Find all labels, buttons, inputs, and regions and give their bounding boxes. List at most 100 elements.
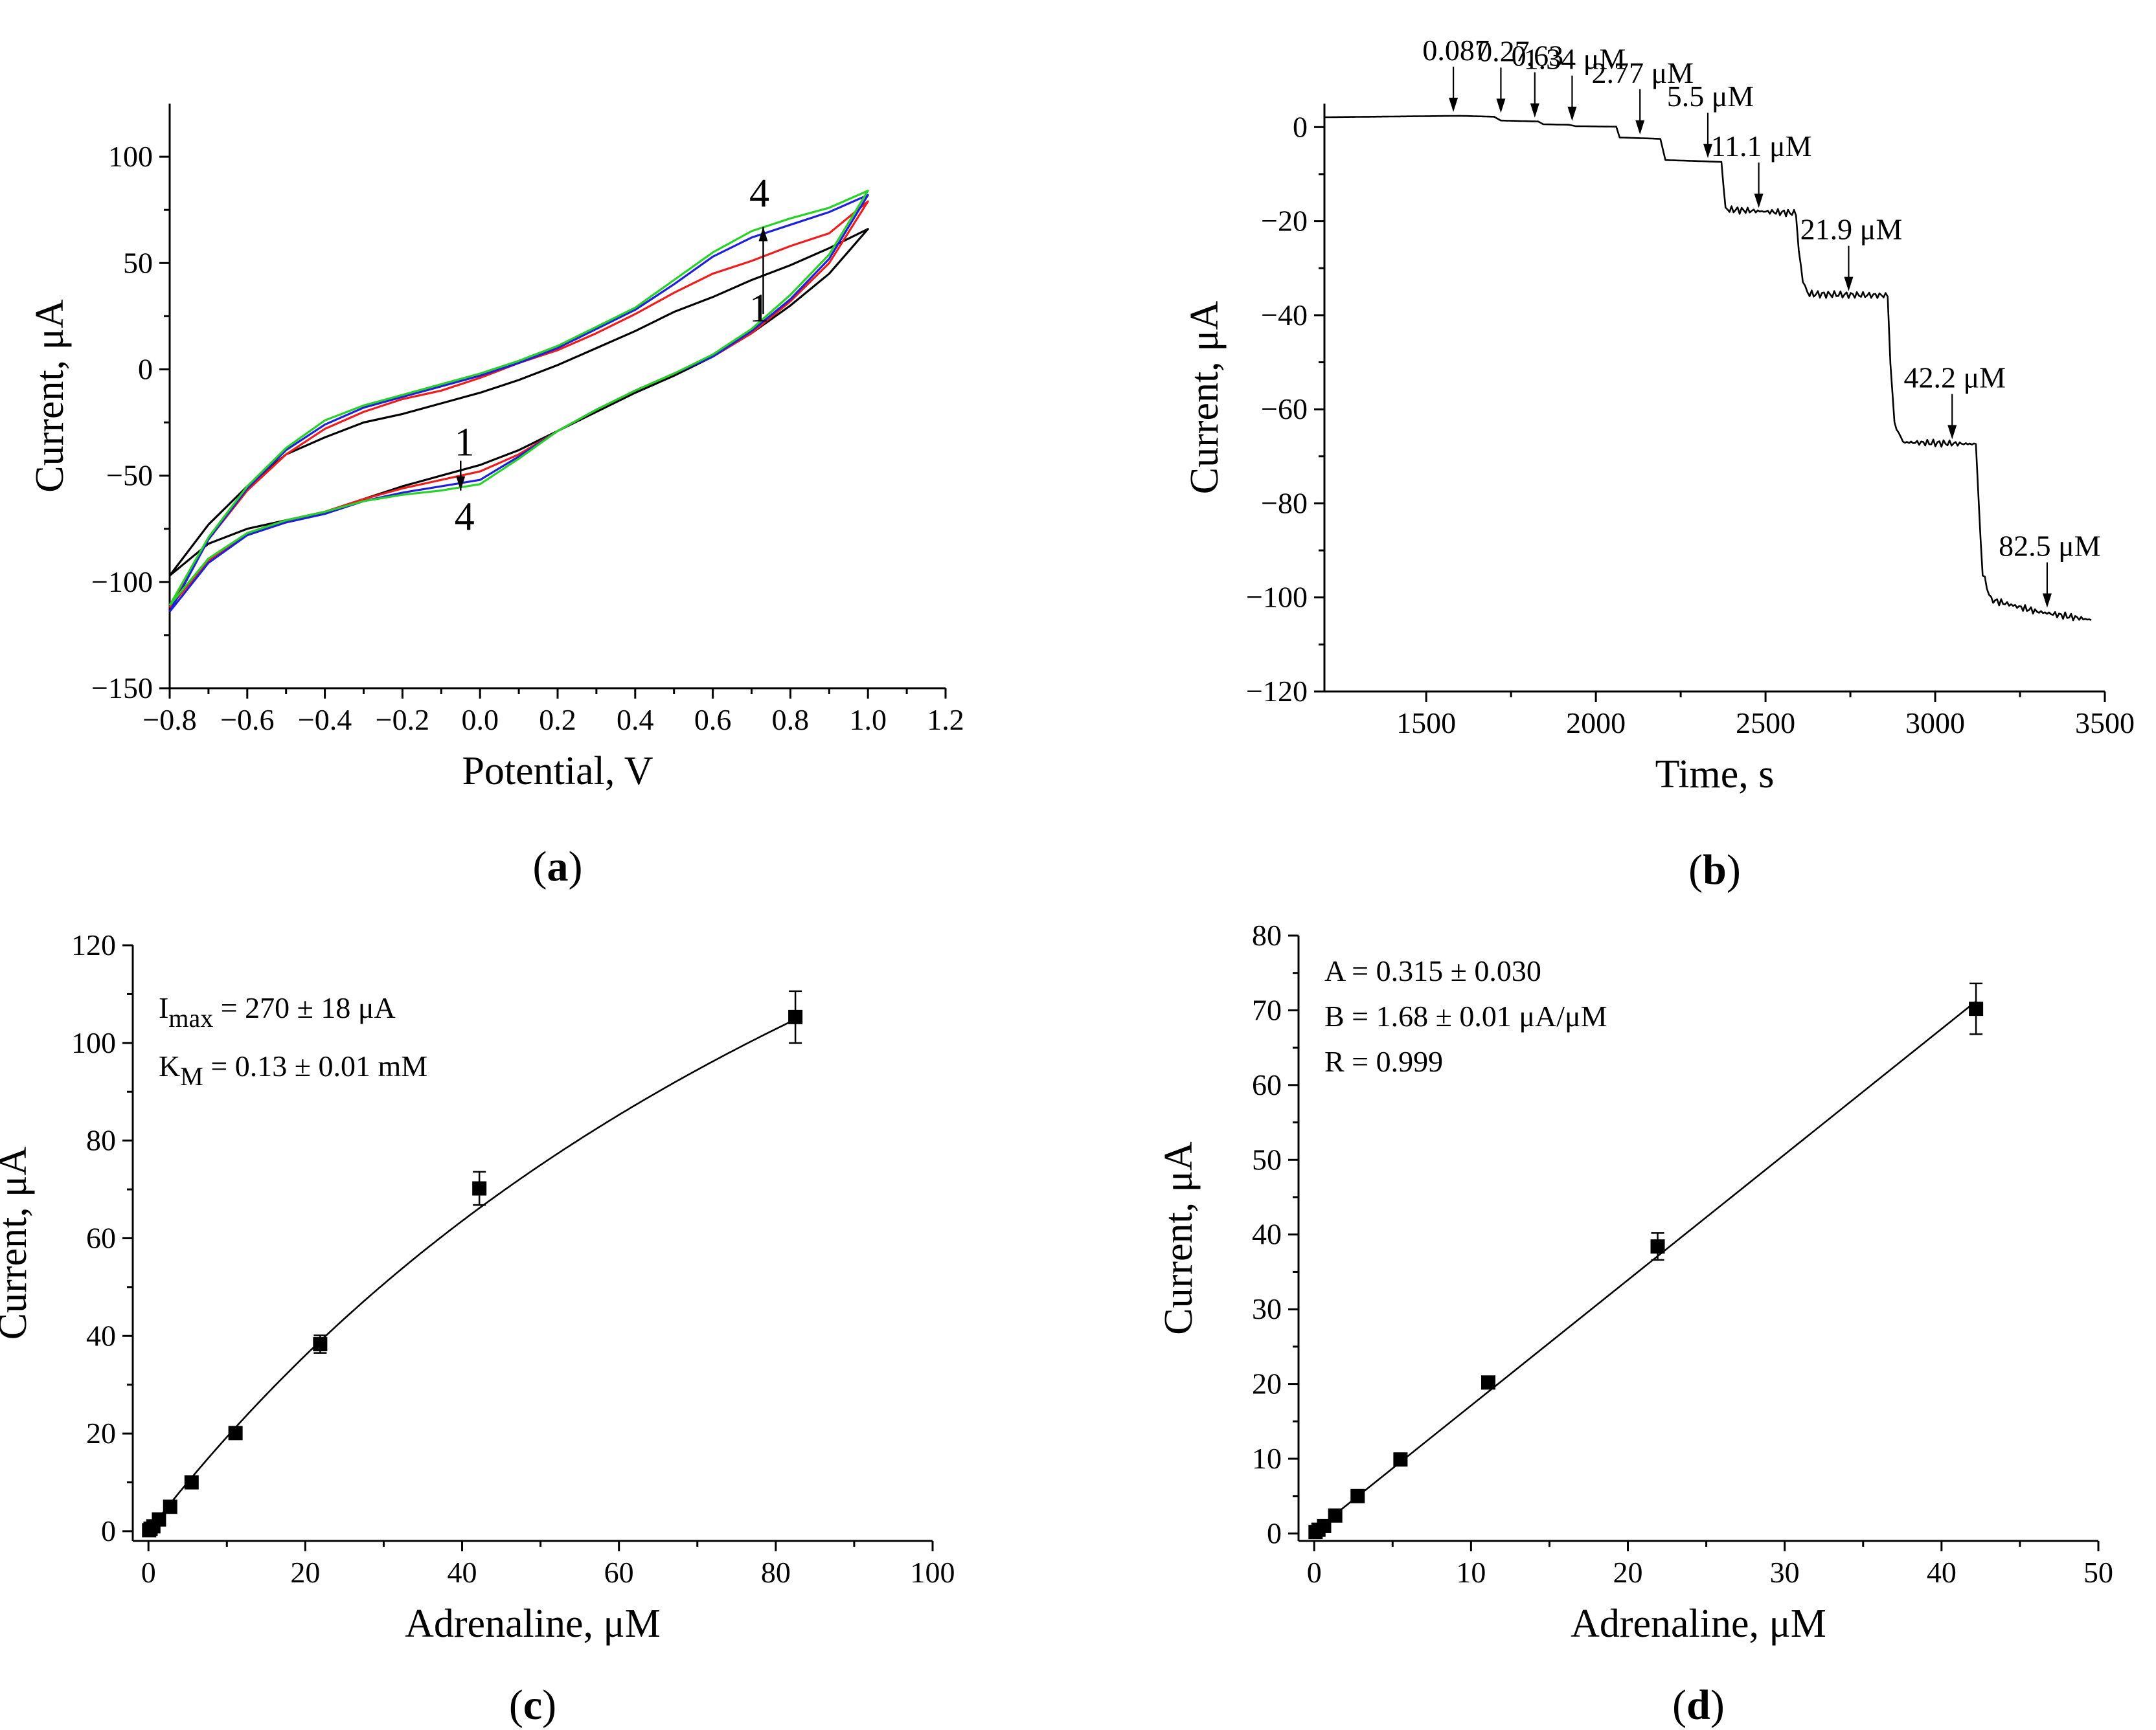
- fit-b-annotation: B = 1.68 ± 0.01 μA/μM: [1324, 1000, 1607, 1033]
- y-axis-title: Current, μA: [1183, 301, 1227, 495]
- y-tick-label: 120: [71, 928, 116, 961]
- panel-label-open: (: [1672, 1681, 1686, 1729]
- x-tick-label: 40: [1927, 1556, 1957, 1589]
- cv-arrow-head: [456, 476, 466, 491]
- data-point: [1969, 1002, 1984, 1017]
- y-tick-label: 30: [1252, 1292, 1282, 1325]
- y-tick-label: −120: [1246, 675, 1308, 708]
- panel-label-letter: a: [547, 843, 569, 890]
- data-point: [1317, 1518, 1332, 1533]
- x-tick-label: 0.8: [772, 703, 810, 736]
- addition-concentration-label: 1.34 μM: [1524, 43, 1626, 76]
- addition-concentration-label: 82.5 μM: [1999, 530, 2101, 563]
- cv-curve-number-label: 1: [749, 287, 769, 331]
- fit-r-annotation: R = 0.999: [1324, 1045, 1443, 1078]
- y-tick-label: 50: [123, 246, 153, 279]
- data-point: [1350, 1488, 1365, 1503]
- y-tick-label: 100: [108, 140, 153, 173]
- y-tick-label: −150: [91, 671, 153, 704]
- y-tick-label: 70: [1252, 993, 1282, 1026]
- x-tick-label: 0.6: [694, 703, 732, 736]
- y-tick-label: 0: [138, 352, 153, 385]
- y-tick-label: −80: [1261, 486, 1308, 519]
- y-tick-label: −100: [1246, 581, 1308, 614]
- panel-label-close: ): [1710, 1681, 1725, 1729]
- addition-arrow-head: [1449, 97, 1458, 112]
- addition-concentration-label: 5.5 μM: [1667, 80, 1754, 113]
- data-point: [228, 1426, 243, 1441]
- y-tick-label: 20: [1252, 1367, 1282, 1400]
- x-tick-label: 0: [1307, 1556, 1322, 1589]
- cv-arrow-head: [758, 227, 768, 242]
- data-point: [472, 1181, 487, 1196]
- y-tick-label: 0: [101, 1514, 116, 1547]
- addition-arrow-head: [1496, 98, 1506, 113]
- current-trace: [1324, 115, 2092, 622]
- panel-label: (b): [1688, 846, 1741, 893]
- y-tick-label: 50: [1252, 1143, 1282, 1176]
- cv-curve-number-label: 4: [749, 172, 769, 216]
- x-tick-label: 1500: [1396, 706, 1456, 739]
- km-symbol: K: [159, 1050, 180, 1083]
- panel-d-linear-calibration: 0 10 20 30 40 50 0 10 20 30 40 50 60 70 80 Adrenaline, …: [1157, 919, 2113, 1729]
- addition-arrow-head: [1530, 103, 1539, 118]
- data-point: [1481, 1375, 1496, 1390]
- addition-concentration-label: 0.087: [1422, 34, 1490, 67]
- data-point: [313, 1337, 328, 1352]
- data-point: [1650, 1239, 1665, 1254]
- panel-label-close: ): [542, 1681, 556, 1729]
- cv-curve-2: [168, 200, 869, 609]
- y-axis-title: Current, μA: [1157, 1141, 1201, 1335]
- x-tick-label: 0.0: [461, 703, 499, 736]
- y-tick-label: 80: [86, 1124, 116, 1157]
- x-axis-title: Adrenaline, μM: [1571, 1602, 1826, 1646]
- x-tick-label: 3000: [1905, 706, 1965, 739]
- x-tick-label: −0.8: [142, 703, 196, 736]
- data-point: [163, 1500, 177, 1514]
- x-tick-label: 30: [1770, 1556, 1800, 1589]
- y-tick-label: 10: [1252, 1442, 1282, 1475]
- addition-arrow-head: [1844, 276, 1854, 291]
- y-tick-label: 100: [71, 1026, 116, 1059]
- data-point: [788, 1009, 803, 1024]
- y-tick-label: 40: [86, 1319, 116, 1352]
- y-tick-label: −20: [1261, 205, 1308, 238]
- data-point: [184, 1475, 199, 1490]
- panel-label-close: ): [569, 843, 583, 890]
- x-tick-label: −0.2: [376, 703, 429, 736]
- x-tick-label: 10: [1456, 1556, 1486, 1589]
- addition-concentration-label: 0.63: [1512, 39, 1564, 73]
- x-tick-label: 80: [761, 1556, 791, 1589]
- imax-subscript: max: [168, 1004, 213, 1033]
- addition-arrow-head: [1635, 120, 1645, 135]
- x-tick-label: 20: [290, 1556, 320, 1589]
- panel-label: (d): [1672, 1681, 1725, 1729]
- y-tick-label: −40: [1261, 298, 1308, 331]
- x-tick-label: 60: [604, 1556, 634, 1589]
- cv-curve-1: [168, 228, 869, 577]
- y-tick-label: 40: [1252, 1218, 1282, 1251]
- addition-arrow-head: [1754, 194, 1764, 208]
- x-tick-label: −0.6: [220, 703, 274, 736]
- x-tick-label: 3500: [2075, 706, 2135, 739]
- x-tick-label: 40: [448, 1556, 477, 1589]
- x-tick-label: 0.4: [617, 703, 654, 736]
- panel-label-open: (: [1688, 846, 1703, 893]
- x-tick-label: 2500: [1736, 706, 1795, 739]
- x-tick-label: 0.2: [539, 703, 576, 736]
- y-tick-label: 80: [1252, 919, 1282, 952]
- x-tick-label: 2000: [1566, 706, 1626, 739]
- panel-label: (c): [509, 1681, 556, 1729]
- km-subscript: M: [180, 1062, 203, 1091]
- addition-arrow-head: [1567, 106, 1577, 121]
- cv-curve-number-label: 1: [455, 420, 475, 464]
- panel-label-open: (: [533, 843, 547, 890]
- x-tick-label: 1.2: [927, 703, 964, 736]
- fit-curve: [148, 1018, 796, 1532]
- addition-arrow-head: [1947, 425, 1957, 440]
- y-tick-label: 60: [86, 1221, 116, 1254]
- y-tick-label: −60: [1261, 392, 1308, 425]
- data-point: [1393, 1452, 1408, 1467]
- addition-concentration-label: 42.2 μM: [1903, 361, 2006, 394]
